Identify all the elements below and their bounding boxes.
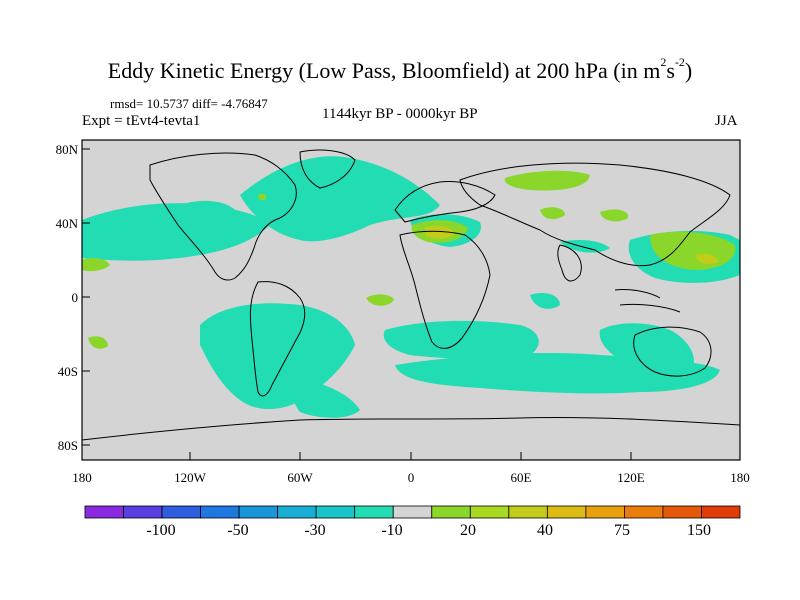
lon-label-180e: 180 <box>730 470 750 485</box>
colorbar-swatch <box>200 505 240 519</box>
plot-title: Eddy Kinetic Energy (Low Pass, Bloomfiel… <box>107 54 693 83</box>
colorbar-swatch <box>161 505 201 519</box>
lat-label-0: 0 <box>71 290 79 305</box>
colorbar-swatch <box>354 505 394 519</box>
colorbar-label: -30 <box>304 522 326 539</box>
colorbar-label: 150 <box>687 522 711 539</box>
rmsd-diff-stats: rmsd= 10.5737 diff= -4.76847 <box>110 96 268 111</box>
colorbar-swatch <box>431 505 471 519</box>
colorbar-swatch <box>84 505 124 519</box>
time-period-label: 1144kyr BP - 0000kyr BP <box>322 106 478 122</box>
experiment-label: Expt = tEvt4-tevta1 <box>82 113 201 129</box>
colorbar-swatch <box>624 505 664 519</box>
colorbar-label: -10 <box>381 522 403 539</box>
colorbar-swatch <box>238 505 279 519</box>
colorbar-label: -50 <box>227 522 249 539</box>
axis-ticks <box>82 148 632 460</box>
lon-label-120e: 120E <box>617 470 645 485</box>
colorbar-swatch <box>701 505 741 519</box>
colorbar-label: -100 <box>146 522 176 539</box>
strong-positive-regions <box>425 225 718 264</box>
lon-label-180w: 180 <box>72 470 92 485</box>
lat-label-80s: 80S <box>57 438 78 453</box>
lon-label-60w: 60W <box>287 470 313 485</box>
colorbar <box>84 505 741 519</box>
season-label: JJA <box>715 113 738 129</box>
coastlines <box>82 149 740 441</box>
lon-label-0: 0 <box>407 470 415 485</box>
colorbar-swatch <box>469 505 510 519</box>
colorbar-swatch <box>585 505 625 519</box>
colorbar-swatch <box>277 505 317 519</box>
colorbar-label: 20 <box>460 522 476 539</box>
colorbar-swatch <box>546 505 587 519</box>
colorbar-label: 75 <box>614 522 630 539</box>
colorbar-swatch <box>315 505 356 519</box>
lat-label-40s: 40S <box>57 364 78 379</box>
lon-label-60e: 60E <box>510 470 532 485</box>
colorbar-swatch <box>392 505 433 519</box>
colorbar-swatch <box>123 505 163 519</box>
lon-label-120w: 120W <box>174 470 206 485</box>
colorbar-swatch <box>662 505 702 519</box>
colorbar-swatch <box>508 505 548 519</box>
colorbar-label: 40 <box>537 522 553 539</box>
lat-label-80n: 80N <box>55 142 78 157</box>
lat-label-40n: 40N <box>55 216 78 231</box>
